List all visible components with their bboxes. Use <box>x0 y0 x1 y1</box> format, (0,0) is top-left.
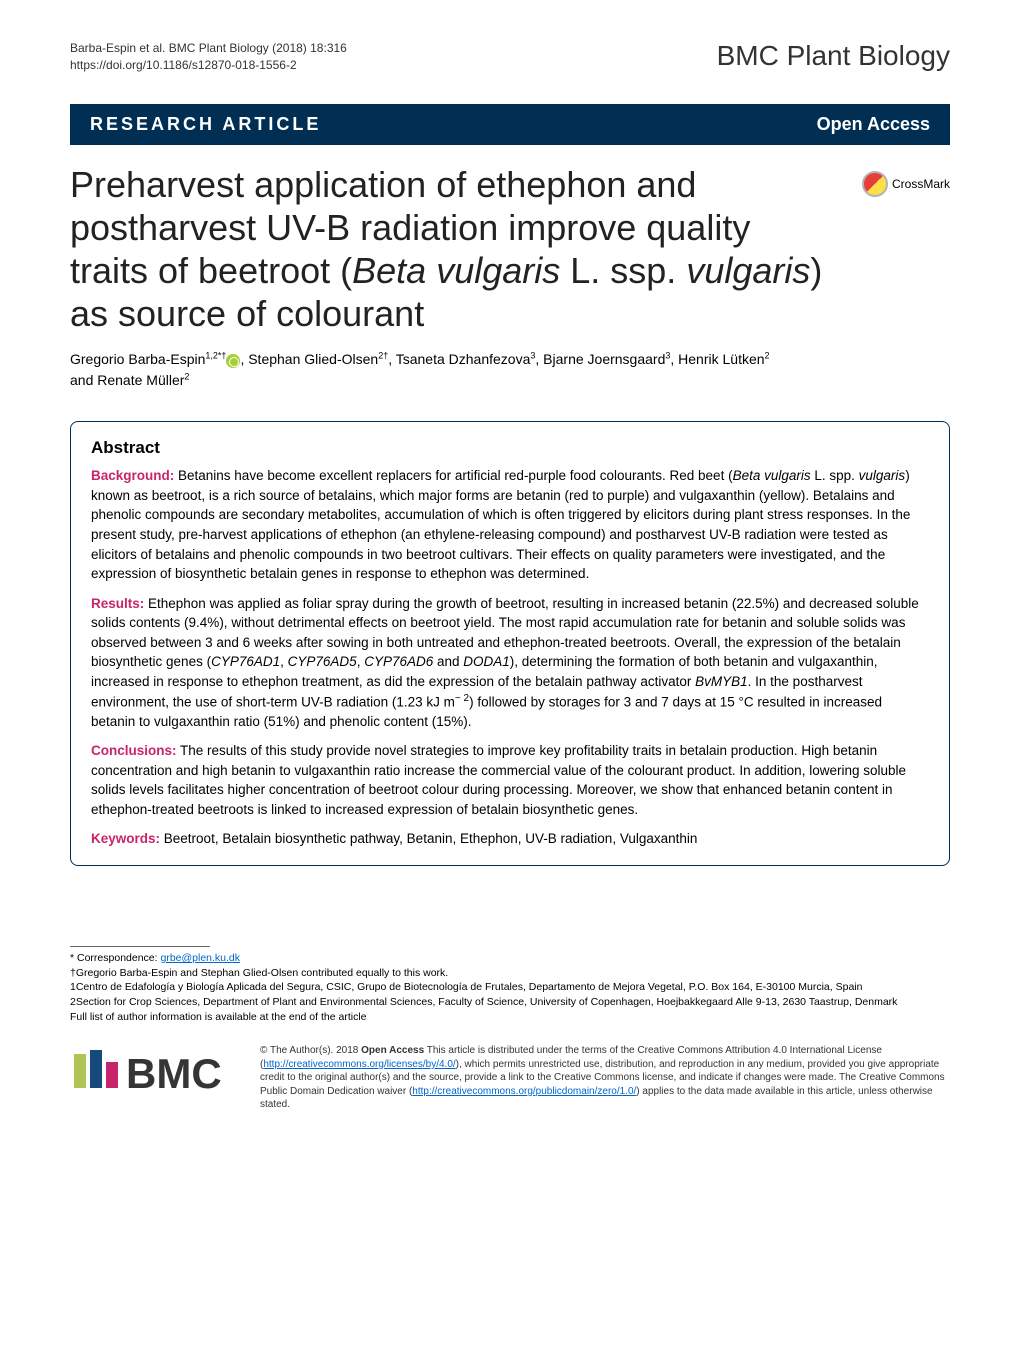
abstract-background: Background: Betanins have become excelle… <box>91 466 929 583</box>
license-section: BMC © The Author(s). 2018 Open Access Th… <box>70 1044 950 1112</box>
cc-license-link[interactable]: http://creativecommons.org/licenses/by/4… <box>263 1059 455 1070</box>
article-type-label: RESEARCH ARTICLE <box>90 114 321 135</box>
citation-block: Barba-Espin et al. BMC Plant Biology (20… <box>70 40 347 74</box>
orcid-icon[interactable] <box>226 354 240 368</box>
abstract-box: Abstract Background: Betanins have becom… <box>70 421 950 866</box>
doi-link[interactable]: https://doi.org/10.1186/s12870-018-1556-… <box>70 58 297 72</box>
author-5: , Henrik Lütken <box>670 351 764 367</box>
background-label: Background: <box>91 468 174 483</box>
crossmark-badge[interactable]: CrossMark <box>862 171 950 197</box>
author-2: , Stephan Glied-Olsen <box>240 351 378 367</box>
journal-logo: BMC Plant Biology <box>717 40 950 72</box>
correspondence-email[interactable]: grbe@plen.ku.dk <box>160 952 240 964</box>
license-text: © The Author(s). 2018 Open Access This a… <box>260 1044 950 1112</box>
affiliation-1: 1Centro de Edafología y Biología Aplicad… <box>70 980 950 995</box>
article-type-banner: RESEARCH ARTICLE Open Access <box>70 104 950 145</box>
equal-contribution-note: †Gregorio Barba-Espin and Stephan Glied-… <box>70 966 950 981</box>
author-6: and Renate Müller <box>70 372 184 388</box>
abstract-keywords: Keywords: Beetroot, Betalain biosyntheti… <box>91 829 929 849</box>
full-author-list-note: Full list of author information is avail… <box>70 1010 950 1025</box>
header: Barba-Espin et al. BMC Plant Biology (20… <box>70 40 950 74</box>
author-3: , Tsaneta Dzhanfezova <box>388 351 530 367</box>
cc0-link[interactable]: http://creativecommons.org/publicdomain/… <box>412 1086 636 1097</box>
abstract-heading: Abstract <box>91 438 929 458</box>
crossmark-label: CrossMark <box>892 177 950 191</box>
author-4: , Bjarne Joernsgaard <box>535 351 665 367</box>
svg-text:BMC: BMC <box>126 1050 222 1097</box>
conclusions-label: Conclusions: <box>91 743 177 758</box>
bmc-logo: BMC <box>70 1044 240 1103</box>
crossmark-icon <box>862 171 888 197</box>
footer: * Correspondence: grbe@plen.ku.dk †Grego… <box>70 946 950 1112</box>
article-title: Preharvest application of ethephon and p… <box>70 163 950 336</box>
affiliation-2: 2Section for Crop Sciences, Department o… <box>70 995 950 1010</box>
author-1: Gregorio Barba-Espin <box>70 351 205 367</box>
citation-authors: Barba-Espin et al. BMC Plant Biology (20… <box>70 41 347 55</box>
results-label: Results: <box>91 596 144 611</box>
abstract-conclusions: Conclusions: The results of this study p… <box>91 741 929 819</box>
abstract-results: Results: Ethephon was applied as foliar … <box>91 594 929 731</box>
keywords-label: Keywords: <box>91 831 160 846</box>
correspondence-line: * Correspondence: grbe@plen.ku.dk <box>70 951 950 966</box>
open-access-label: Open Access <box>817 114 930 135</box>
authors-list: Gregorio Barba-Espin1,2*†, Stephan Glied… <box>70 349 950 391</box>
